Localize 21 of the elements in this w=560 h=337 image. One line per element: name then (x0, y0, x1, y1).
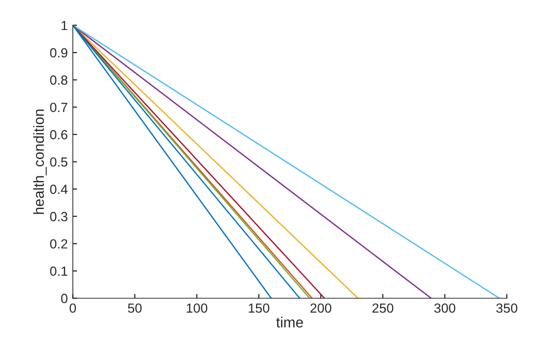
y-tick-label: 0.8 (50, 75, 68, 85)
x-tick-label: 300 (434, 303, 456, 313)
x-tick-label: 0 (70, 303, 76, 313)
x-tick-label: 150 (248, 303, 270, 313)
y-tick-label: 0.2 (50, 239, 68, 249)
x-axis-title: time (276, 316, 303, 328)
x-tick-label: 250 (372, 303, 394, 313)
x-tick-label: 350 (496, 303, 518, 313)
y-tick-label: 1 (62, 20, 68, 30)
x-tick-label: 100 (186, 303, 208, 313)
y-tick-label: 0.5 (50, 157, 68, 167)
x-tick-label: 200 (310, 303, 332, 313)
y-tick-label: 0.1 (50, 266, 68, 276)
y-tick-label: 0.3 (50, 212, 68, 222)
x-tick-label: 50 (128, 303, 142, 313)
y-axis-title: health_condition (33, 110, 47, 214)
y-tick-label: 0.7 (50, 102, 68, 112)
y-tick-label: 0 (61, 294, 68, 304)
y-tick-label: 0.9 (50, 48, 68, 58)
y-tick-label: 0.6 (50, 130, 68, 140)
y-tick-label: 0.4 (50, 184, 68, 194)
